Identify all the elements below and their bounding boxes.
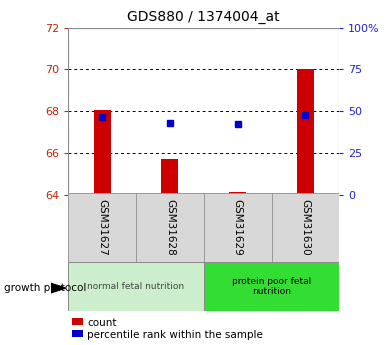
Polygon shape (51, 283, 66, 293)
Text: percentile rank within the sample: percentile rank within the sample (87, 330, 263, 339)
Text: count: count (87, 318, 117, 327)
Bar (68, 193, 136, 262)
Bar (136, 193, 204, 262)
Bar (204, 193, 271, 262)
Text: GSM31629: GSM31629 (233, 199, 243, 256)
Text: growth protocol: growth protocol (4, 283, 86, 293)
Bar (229, 192, 246, 195)
Bar (94, 110, 111, 195)
Bar (297, 69, 314, 195)
Text: GSM31627: GSM31627 (97, 199, 107, 256)
Bar (271, 193, 339, 262)
Text: protein poor fetal
nutrition: protein poor fetal nutrition (232, 277, 311, 296)
Bar (68, 262, 204, 310)
Title: GDS880 / 1374004_at: GDS880 / 1374004_at (128, 10, 280, 24)
Text: GSM31630: GSM31630 (300, 199, 310, 256)
Text: GSM31628: GSM31628 (165, 199, 175, 256)
Text: normal fetal nutrition: normal fetal nutrition (87, 282, 184, 291)
Bar (204, 262, 339, 310)
Bar (161, 159, 178, 195)
